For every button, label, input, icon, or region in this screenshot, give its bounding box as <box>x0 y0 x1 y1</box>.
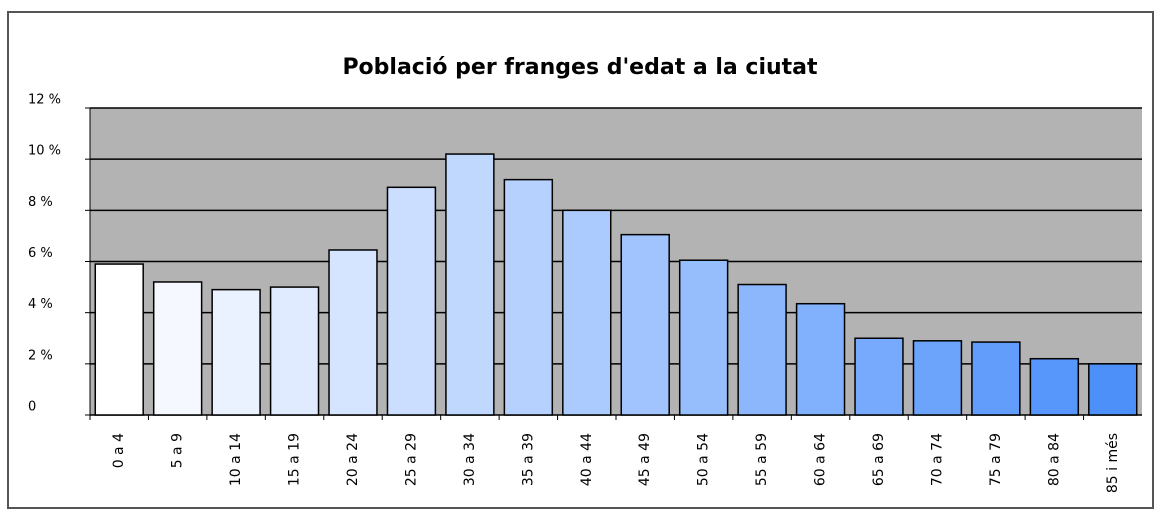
bar <box>795 302 846 416</box>
x-tick-label: 55 a 59 <box>754 433 770 486</box>
bar <box>386 186 437 416</box>
bar <box>562 209 612 416</box>
x-tick-label: 35 a 39 <box>520 433 536 486</box>
x-tick-label: 15 a 19 <box>287 433 303 486</box>
y-tick-label: 8 % <box>28 195 53 210</box>
bar <box>503 178 554 416</box>
x-tick-label: 40 a 44 <box>579 433 595 486</box>
bar <box>328 249 378 416</box>
x-tick-label: 75 a 79 <box>988 433 1004 486</box>
y-tick-label: 2 % <box>28 348 53 363</box>
bar <box>1088 363 1138 416</box>
bar <box>152 281 203 416</box>
x-tick-label: 30 a 34 <box>462 433 478 486</box>
bar <box>678 259 729 416</box>
bar <box>620 233 670 416</box>
x-tick-label: 25 a 29 <box>403 433 419 486</box>
x-tick-label: 65 a 69 <box>871 433 887 486</box>
bar <box>1029 357 1080 416</box>
y-tick-label: 4 % <box>28 297 53 312</box>
y-tick-label: 12 % <box>28 93 61 108</box>
bar <box>912 340 963 416</box>
x-tick-label: 5 a 9 <box>170 433 186 468</box>
y-tick-label: 0 <box>28 400 36 415</box>
bar <box>269 286 320 416</box>
x-tick-label: 10 a 14 <box>228 433 244 486</box>
x-tick-label: 85 i més <box>1105 433 1121 493</box>
x-tick-label: 60 a 64 <box>813 433 829 486</box>
bar <box>211 288 261 416</box>
bar <box>971 341 1021 416</box>
x-tick-label: 80 a 84 <box>1046 433 1062 486</box>
y-tick-label: 10 % <box>28 144 61 159</box>
x-tick-label: 45 a 49 <box>637 433 653 486</box>
bar <box>94 263 144 416</box>
bar <box>737 283 787 416</box>
bar <box>854 337 904 416</box>
x-tick-label: 70 a 74 <box>929 433 945 486</box>
x-tick-label: 50 a 54 <box>696 433 712 486</box>
y-tick-label: 6 % <box>28 246 53 261</box>
chart-title: Població per franges d'edat a la ciutat <box>342 55 818 80</box>
x-tick-label: 20 a 24 <box>345 433 361 486</box>
x-tick-label: 0 a 4 <box>111 433 127 468</box>
bar <box>445 153 495 416</box>
